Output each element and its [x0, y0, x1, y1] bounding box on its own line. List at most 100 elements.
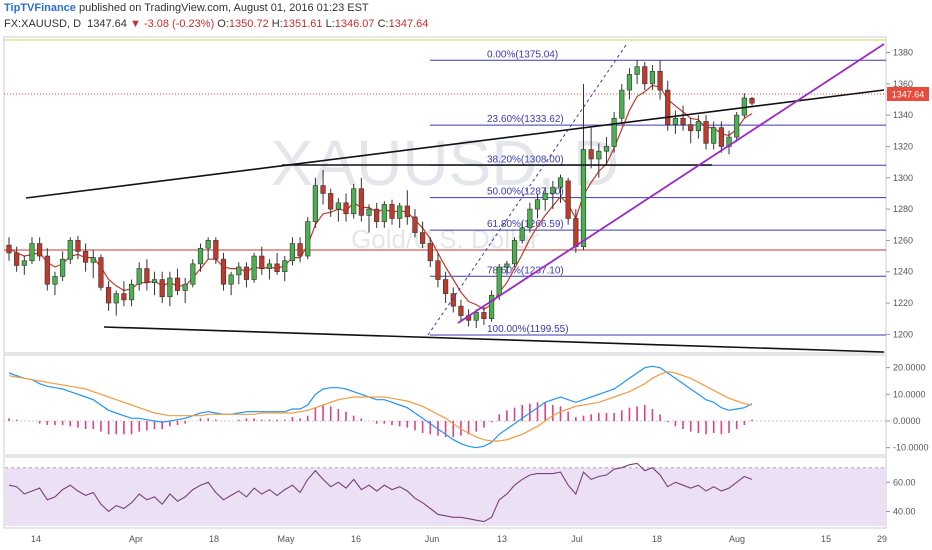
candle [343, 193, 349, 222]
fib-label: 38.20%(1308.00) [487, 154, 564, 165]
candle [511, 237, 518, 268]
candle-body [197, 247, 204, 265]
time-tick-label: 13 [497, 534, 507, 544]
candle [312, 177, 318, 228]
fib-label: 100.00%(1199.55) [487, 324, 569, 335]
fibonacci-retracement[interactable]: 0.00%(1375.04) 23.60%(1333.62) 38.20%(1308… [430, 49, 886, 336]
candle [228, 271, 234, 296]
macd-tick-label: 0.0000 [893, 416, 921, 426]
candle-body [404, 205, 410, 218]
candle-body [52, 276, 58, 285]
candle [136, 262, 142, 291]
candle [397, 202, 403, 228]
symbol-label[interactable]: FX:XAUUSD, D [4, 18, 82, 30]
candle [105, 281, 112, 311]
candle [213, 237, 219, 264]
candle-body [167, 277, 173, 298]
candle [128, 279, 135, 307]
candle-body [443, 279, 449, 294]
candle-body [82, 251, 89, 263]
candle [557, 174, 564, 203]
price-tick-label: 1200 [893, 329, 913, 339]
publish-header: TipTVFinance published on TradingView.co… [4, 0, 369, 16]
candle-body [504, 263, 510, 268]
candle-body [741, 97, 747, 116]
rising-support-trendline[interactable] [457, 43, 885, 324]
candle [519, 221, 525, 244]
macd-tick-label: 10.0000 [893, 389, 926, 399]
candle [190, 259, 196, 288]
time-axis: 14 Apr 18 May 16 Jun 13 Jul 18 Aug 15 29 [31, 534, 887, 544]
candle-body [527, 208, 533, 229]
candle [274, 252, 280, 275]
candle [151, 271, 158, 296]
candle [182, 277, 188, 304]
price-change: -3.08 (-0.23%) [143, 18, 215, 30]
price-tick-label: 1360 [893, 79, 913, 89]
macd-indicator [4, 365, 886, 449]
candle [734, 112, 740, 142]
candle [741, 93, 747, 119]
time-tick-label: 18 [209, 534, 219, 544]
candle-body [358, 188, 364, 216]
candle [680, 105, 686, 131]
price-tick-label: 1240 [893, 267, 913, 277]
candle-body [297, 243, 303, 257]
candle-body [588, 149, 594, 160]
candle-body [688, 124, 694, 132]
candle-body [596, 150, 602, 160]
candle [174, 268, 181, 296]
rsi-axis: 40.00 60.00 [886, 477, 916, 516]
publisher-link[interactable]: TipTVFinance [4, 2, 76, 14]
upper-trendline[interactable] [25, 89, 885, 199]
time-tick-label: Apr [129, 534, 143, 544]
candle-body [190, 263, 196, 285]
candle-body [174, 277, 181, 291]
candle-body [67, 240, 73, 260]
candle [688, 118, 694, 144]
candle-body [182, 283, 188, 291]
candle-body [481, 312, 487, 319]
candle-body [680, 117, 686, 125]
candle-body [205, 240, 211, 249]
high-label: H: [271, 18, 283, 30]
candle [167, 271, 173, 307]
lower-trendline[interactable] [103, 326, 885, 353]
candle-body [37, 243, 43, 257]
candle [282, 256, 288, 282]
low-label: L: [325, 18, 335, 30]
candle-body [228, 274, 234, 285]
fib-label: 50.00%(1287.30) [487, 187, 564, 198]
candle-body [113, 293, 119, 304]
candle [619, 83, 625, 125]
rsi-band [5, 467, 885, 526]
candle [328, 188, 334, 217]
fib-label: 78.60%(1237.10) [487, 265, 564, 276]
last-price-tag: 1347.64 [887, 87, 929, 101]
candle-body [619, 89, 625, 119]
candle-body [695, 121, 701, 132]
price-axis: 1200 1220 1240 1260 1280 1300 1320 1340 1360 1380 [886, 48, 913, 339]
candle [197, 243, 204, 272]
candle [82, 243, 89, 272]
rsi-tick-label: 60.00 [893, 477, 916, 487]
candle-body [259, 255, 265, 269]
price-tick-label: 1300 [893, 173, 913, 183]
candle-body [427, 243, 433, 262]
macd-line [8, 365, 753, 449]
candle [588, 127, 594, 169]
candle [672, 110, 679, 134]
candle-body [603, 146, 610, 152]
candle-body [488, 294, 495, 319]
last-price-tag-label: 1347.64 [892, 90, 925, 100]
candle-body [14, 252, 20, 266]
candle [657, 60, 663, 100]
candle-body [75, 240, 81, 252]
candle [626, 68, 633, 100]
candle-body [450, 293, 456, 307]
candle [534, 193, 541, 219]
candle-body [159, 279, 165, 298]
candle [37, 237, 43, 261]
candle [52, 271, 58, 296]
